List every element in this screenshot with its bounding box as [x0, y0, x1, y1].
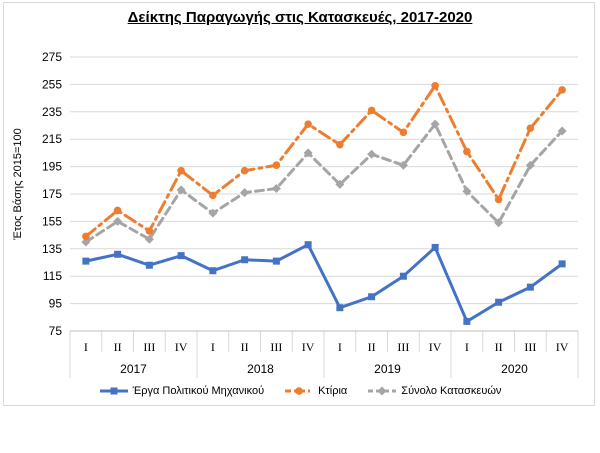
legend-marker [110, 387, 118, 395]
data-point [303, 148, 313, 158]
chart-title: Δείκτης Παραγωγής στις Κατασκευές, 2017-… [127, 9, 473, 26]
data-point [177, 166, 185, 175]
y-tick-label: 115 [43, 269, 62, 283]
data-point [113, 216, 123, 226]
legend-item: Κτίρια [284, 385, 347, 397]
data-point [367, 149, 377, 159]
data-point [494, 195, 503, 204]
legend-label: Σύνολο Κατασκευών [401, 385, 502, 397]
legend-swatch [285, 387, 314, 395]
x-tick-label: II [495, 340, 503, 354]
x-year-label: 2020 [501, 362, 528, 376]
y-tick-label: 155 [42, 214, 62, 228]
y-tick-label: 235 [42, 105, 62, 119]
y-tick-label: 195 [42, 160, 62, 174]
x-year-label: 2018 [247, 362, 274, 376]
y-tick-label: 135 [42, 242, 62, 256]
data-point [82, 232, 90, 241]
data-point [176, 185, 186, 195]
data-point [526, 124, 535, 133]
data-point [304, 120, 312, 128]
data-point [430, 119, 440, 129]
data-point [272, 161, 281, 170]
data-point [367, 106, 376, 115]
x-tick-label: IV [302, 340, 315, 354]
legend-marker [377, 386, 387, 396]
data-point [145, 261, 153, 269]
data-point [81, 237, 91, 247]
x-tick-label: I [465, 340, 469, 354]
data-point [462, 186, 472, 196]
data-point [398, 160, 408, 170]
data-point [240, 166, 249, 175]
x-tick-label: III [397, 340, 409, 354]
data-point [495, 298, 503, 306]
x-tick-label: I [338, 340, 342, 354]
y-tick-label: 175 [42, 187, 62, 201]
x-tick-label: III [270, 340, 282, 354]
y-tick-label: 95 [49, 297, 63, 311]
y-tick-label: 255 [42, 77, 62, 91]
data-point [368, 293, 376, 301]
data-point [526, 283, 534, 291]
data-point [208, 208, 218, 218]
x-tick-label: IV [429, 340, 442, 354]
data-point [209, 267, 217, 275]
x-year-label: 2017 [120, 362, 147, 376]
x-tick-label: III [524, 340, 536, 354]
legend-swatch [99, 387, 128, 395]
data-point [431, 243, 439, 251]
y-tick-label: 275 [42, 50, 62, 64]
data-point [335, 179, 345, 189]
series-line [84, 84, 564, 238]
legend-marker [295, 387, 303, 395]
data-point [177, 252, 185, 260]
x-tick-label: IV [556, 340, 569, 354]
y-tick-label: 215 [42, 132, 62, 146]
x-tick-label: I [211, 340, 215, 354]
data-point [82, 257, 90, 265]
data-point [272, 257, 280, 265]
data-point [336, 140, 344, 149]
data-point [144, 234, 154, 244]
x-tick-label: II [241, 340, 249, 354]
x-year-label: 2019 [374, 362, 401, 376]
data-point [494, 218, 504, 228]
x-tick-label: II [114, 340, 122, 354]
data-point [145, 227, 154, 235]
data-point [557, 126, 567, 136]
x-tick-label: IV [175, 340, 188, 354]
x-tick-label: II [368, 340, 376, 354]
data-point [399, 128, 408, 137]
legend-label: Έργα Πολιτικού Μηχανικού [132, 385, 265, 397]
data-point [431, 81, 439, 90]
data-point [463, 147, 471, 156]
series-line [84, 122, 564, 244]
data-point [463, 317, 471, 325]
data-point [241, 256, 249, 264]
data-point [558, 86, 566, 94]
data-point [240, 188, 250, 198]
x-tick-label: III [143, 340, 155, 354]
data-point [558, 260, 566, 268]
legend: Έργα Πολιτικού Μηχανικού Κτίρια Σύνολο Κατ… [0, 385, 600, 397]
legend-swatch [368, 386, 397, 396]
data-point [209, 191, 217, 200]
y-tick-label: 75 [49, 324, 63, 338]
legend-item: Έργα Πολιτικού Μηχανικού [99, 385, 265, 397]
legend-label: Κτίρια [318, 385, 348, 397]
x-tick-label: I [84, 340, 88, 354]
data-point [114, 250, 122, 258]
data-point [399, 272, 407, 280]
data-point [336, 304, 344, 312]
data-point [113, 206, 122, 215]
series-line [84, 243, 564, 323]
data-point [304, 241, 312, 249]
data-point [271, 184, 281, 194]
legend-item: Σύνολο Κατασκευών [367, 385, 501, 397]
data-point [525, 160, 535, 170]
